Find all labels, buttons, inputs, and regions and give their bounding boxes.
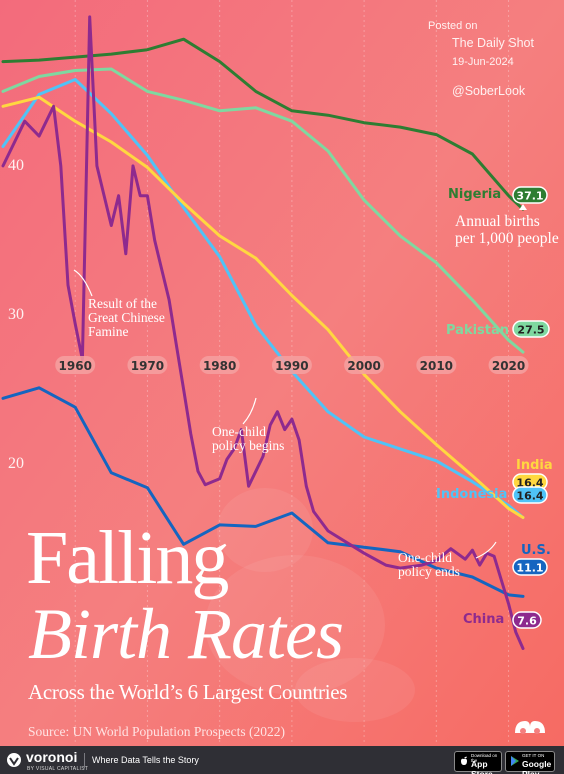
annotation-policy-begins-line: One-child <box>212 424 266 439</box>
series-value-pakistan: 27.5 <box>517 324 544 337</box>
app-store-small-text: Download on the <box>471 753 498 763</box>
x-tick-label-1980: 1980 <box>203 359 236 373</box>
series-name-pakistan: Pakistan <box>446 323 509 338</box>
google-play-small-text: GET IT ON <box>522 753 545 758</box>
series-name-us: U.S. <box>521 543 551 558</box>
annotation-famine-line: Great Chinese <box>88 310 165 325</box>
series-line-nigeria <box>1 37 525 211</box>
x-tick-label-2000: 2000 <box>347 359 380 373</box>
apple-icon <box>461 756 467 765</box>
voronoi-mark-icon <box>515 721 545 734</box>
annotation-famine-arrow <box>73 269 93 297</box>
annotation-famine-line: Famine <box>88 324 129 339</box>
annotation-units: Annual births per 1,000 people <box>455 213 559 247</box>
posted-handle: @SoberLook <box>452 84 526 98</box>
series-line-india <box>1 95 525 519</box>
x-tick-pill-1960 <box>55 356 96 374</box>
series-line-pakistan <box>1 67 525 354</box>
series-name-nigeria: Nigeria <box>448 187 501 202</box>
x-tick-label-2020: 2020 <box>492 359 525 373</box>
axis-ticks: 20 30 40 1960 1970 1980 1990 2000 2010 2020 <box>8 157 529 472</box>
google-play-button[interactable]: GET IT ON Google Play <box>505 751 555 774</box>
series-labels: Nigeria 37.1 Pakistan 27.5 India 16.4 Indonesi… <box>436 186 553 629</box>
annotation-policy-begins-arrow <box>242 397 257 425</box>
x-tick-pill-1990 <box>271 356 312 374</box>
x-tick-label-1990: 1990 <box>275 359 308 373</box>
app-store-text: App Store <box>471 759 493 774</box>
series-line-china <box>1 15 525 650</box>
posted-source: The Daily Shot <box>452 36 534 50</box>
series-value-pill-china <box>512 611 542 629</box>
series-value-pill-pakistan <box>512 320 550 338</box>
x-tick-label-2010: 2010 <box>420 359 453 373</box>
annotation-policy-ends-line: policy ends <box>398 564 460 579</box>
series-value-pill-us <box>512 558 548 576</box>
footer-divider <box>84 753 85 768</box>
series-line-us <box>1 386 525 598</box>
footer-logo-text: voronoi <box>26 749 78 765</box>
chart-title-line1: Falling <box>26 516 229 600</box>
source-note: Source: UN World Population Prospects (2… <box>28 724 286 739</box>
footer-tagline: Where Data Tells the Story <box>92 755 199 765</box>
series-value-indonesia: 16.4 <box>516 490 543 503</box>
posted-date: 19-Jun-2024 <box>452 56 514 68</box>
baby-silhouette <box>205 488 415 722</box>
footer-bar: voronoi BY VISUAL CAPITALIST Where Data … <box>0 746 564 774</box>
chart-subtitle: Across the World’s 6 Largest Countries <box>28 680 348 704</box>
series-name-indonesia: Indonesia <box>436 487 507 502</box>
series-name-india: India <box>516 458 553 473</box>
series-value-pill-nigeria <box>512 186 548 204</box>
annotation-units-arrow <box>519 204 527 210</box>
x-tick-label-1960: 1960 <box>59 359 92 373</box>
annotation-units-line: per 1,000 people <box>455 230 559 247</box>
y-tick-label-20: 20 <box>8 455 24 472</box>
annotation-policy-ends-arrow <box>475 541 497 559</box>
y-tick-label-40: 40 <box>8 157 24 174</box>
annotation-famine-line: Result of the <box>88 296 157 311</box>
google-play-text: Google Play <box>522 759 552 774</box>
annotation-famine: Result of the Great Chinese Famine <box>88 296 165 339</box>
annotation-policy-ends: One-child policy ends <box>398 550 460 579</box>
posted-label: Posted on <box>428 20 478 32</box>
app-store-button[interactable]: Download on the App Store <box>454 751 502 774</box>
x-tick-pill-2000 <box>344 356 385 374</box>
series-value-pill-indonesia <box>512 486 548 504</box>
series-name-china: China <box>463 612 504 627</box>
y-tick-label-30: 30 <box>8 306 24 323</box>
annotation-policy-begins: One-child policy begins <box>212 424 284 453</box>
play-icon <box>511 756 519 766</box>
series-value-china: 7.6 <box>517 615 537 628</box>
x-tick-pill-2010 <box>416 356 457 374</box>
annotations: Result of the Great Chinese Famine One-chil… <box>73 204 559 579</box>
annotation-units-line: Annual births <box>455 213 540 230</box>
series-value-us: 11.1 <box>516 562 543 575</box>
x-tick-pill-2020 <box>488 356 529 374</box>
x-tick-label-1970: 1970 <box>131 359 164 373</box>
annotation-policy-ends-line: One-child <box>398 550 452 565</box>
grid <box>74 0 510 745</box>
x-tick-pill-1980 <box>199 356 240 374</box>
footer-logo-subtext: BY VISUAL CAPITALIST <box>27 766 89 772</box>
chart-title-line2: Birth Rates <box>28 594 344 674</box>
series-lines <box>1 15 525 650</box>
annotation-policy-begins-line: policy begins <box>212 438 284 453</box>
series-value-nigeria: 37.1 <box>516 190 543 203</box>
x-tick-pill-1970 <box>127 356 168 374</box>
voronoi-logo-icon <box>7 753 21 767</box>
